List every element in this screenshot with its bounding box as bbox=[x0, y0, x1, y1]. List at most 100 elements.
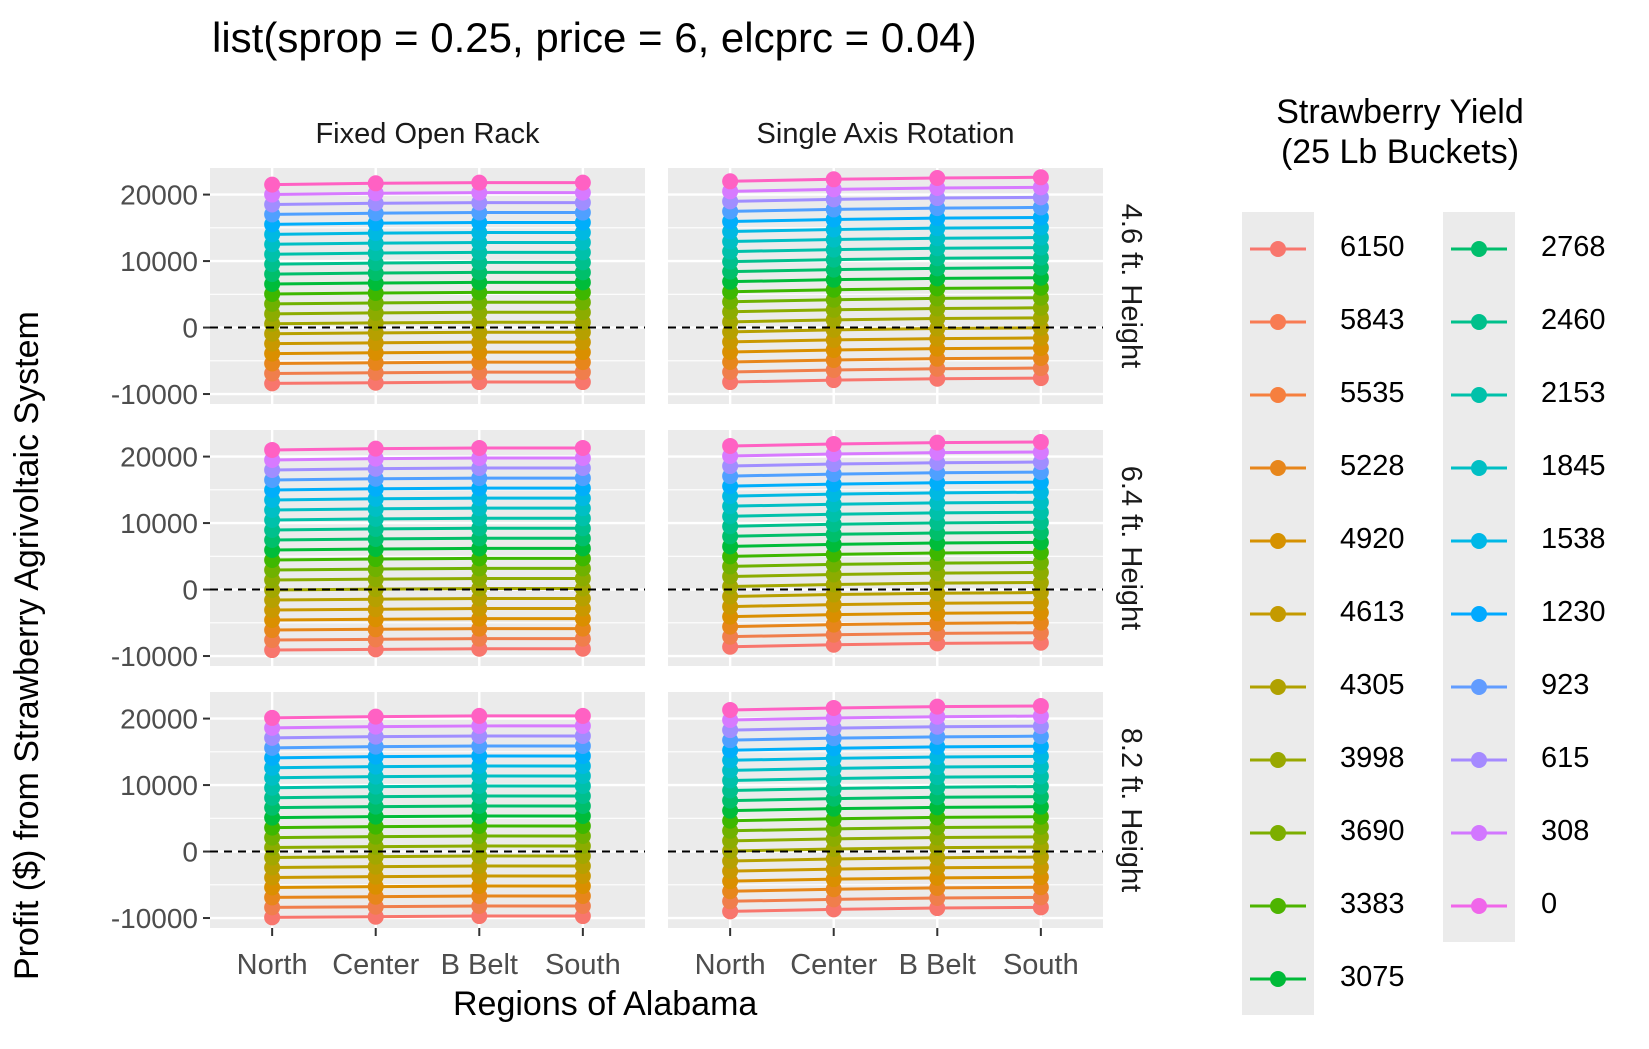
series-line bbox=[272, 506, 583, 512]
series-line bbox=[730, 316, 1041, 324]
series-line bbox=[730, 470, 1041, 478]
legend-key bbox=[1250, 386, 1306, 403]
legend-label: 3075 bbox=[1340, 960, 1405, 993]
data-point bbox=[929, 698, 946, 715]
data-point bbox=[825, 699, 842, 716]
series-line bbox=[730, 346, 1041, 354]
series-line bbox=[272, 476, 583, 482]
data-point bbox=[929, 169, 946, 186]
facet-row-label: 8.2 ft. Height bbox=[1115, 728, 1147, 892]
data-point bbox=[574, 707, 591, 724]
legend-key bbox=[1451, 751, 1507, 768]
series-line bbox=[730, 885, 1041, 893]
series-line bbox=[272, 617, 583, 622]
series-line bbox=[272, 734, 583, 740]
series-line bbox=[272, 516, 583, 522]
series-line bbox=[730, 215, 1041, 223]
series-line bbox=[272, 844, 583, 850]
legend-item: 5843 bbox=[1242, 292, 1432, 352]
legend-key bbox=[1451, 824, 1507, 841]
series-line bbox=[730, 376, 1041, 384]
legend-key bbox=[1451, 897, 1507, 914]
series-line bbox=[272, 834, 583, 840]
data-point bbox=[264, 441, 281, 458]
series-line bbox=[730, 326, 1041, 334]
series-line bbox=[272, 784, 583, 790]
series-line bbox=[272, 627, 583, 632]
legend-item: 3383 bbox=[1242, 876, 1432, 936]
legend-label: 1845 bbox=[1541, 449, 1606, 482]
series-line bbox=[730, 266, 1041, 274]
series-line bbox=[272, 566, 583, 572]
series-line bbox=[272, 300, 583, 306]
data-point bbox=[1032, 169, 1049, 186]
legend-item: 3998 bbox=[1242, 730, 1432, 790]
series-line bbox=[730, 704, 1041, 712]
data-point bbox=[367, 175, 384, 192]
series-line bbox=[730, 440, 1041, 448]
legend-item: 5228 bbox=[1242, 438, 1432, 498]
series-line bbox=[272, 250, 583, 256]
series-line bbox=[730, 520, 1041, 528]
x-axis-label: Regions of Alabama bbox=[453, 985, 758, 1023]
series-line bbox=[730, 835, 1041, 843]
series-line bbox=[730, 540, 1041, 548]
series-line bbox=[272, 260, 583, 266]
chart-title: list(sprop = 0.25, price = 6, elcprc = 0… bbox=[212, 14, 977, 61]
series-line bbox=[730, 276, 1041, 284]
x-tick-label: North bbox=[237, 949, 308, 981]
series-line bbox=[730, 875, 1041, 883]
series-line bbox=[730, 550, 1041, 558]
series-line bbox=[272, 486, 583, 492]
series-line bbox=[730, 601, 1041, 609]
data-point bbox=[264, 709, 281, 726]
y-tick-label: 20000 bbox=[120, 180, 198, 211]
legend-item: 1230 bbox=[1443, 584, 1633, 644]
series-line bbox=[272, 764, 583, 770]
series-line bbox=[272, 647, 583, 652]
x-tick-label: North bbox=[695, 949, 766, 981]
legend-item: 2768 bbox=[1443, 219, 1633, 279]
legend-item: 2460 bbox=[1443, 292, 1633, 352]
series-line bbox=[730, 795, 1041, 803]
series-line bbox=[272, 546, 583, 552]
legend-key bbox=[1250, 240, 1306, 257]
y-tick-label: 0 bbox=[182, 575, 198, 606]
series-line bbox=[730, 296, 1041, 304]
data-point bbox=[722, 437, 739, 454]
series-line bbox=[272, 804, 583, 810]
data-point bbox=[929, 434, 946, 451]
series-line bbox=[730, 205, 1041, 213]
series-line bbox=[730, 195, 1041, 203]
x-tick-label: B Belt bbox=[441, 949, 518, 981]
series-line bbox=[272, 456, 583, 462]
legend-label: 3690 bbox=[1340, 814, 1405, 847]
series-line bbox=[272, 280, 583, 286]
series-line bbox=[272, 724, 583, 730]
series-line bbox=[730, 480, 1041, 488]
legend-item: 0 bbox=[1443, 876, 1633, 936]
series-line bbox=[730, 895, 1041, 903]
series-line bbox=[272, 270, 583, 276]
legend-key bbox=[1250, 459, 1306, 476]
series-line bbox=[272, 714, 583, 720]
legend-item: 6150 bbox=[1242, 219, 1432, 279]
series-line bbox=[272, 774, 583, 780]
legend-key bbox=[1250, 970, 1306, 987]
series-line bbox=[730, 246, 1041, 254]
x-tick-label: Center bbox=[332, 949, 419, 981]
data-point bbox=[471, 439, 488, 456]
series-line bbox=[730, 175, 1041, 183]
legend-key bbox=[1250, 532, 1306, 549]
legend-label: 1538 bbox=[1541, 522, 1606, 555]
series-line bbox=[730, 236, 1041, 244]
legend-item: 3075 bbox=[1242, 949, 1432, 1009]
y-tick-label: 0 bbox=[182, 313, 198, 344]
facet-column-label: Single Axis Rotation bbox=[757, 118, 1015, 150]
series-line bbox=[730, 744, 1041, 752]
series-line bbox=[272, 240, 583, 246]
series-line bbox=[730, 450, 1041, 458]
series-line bbox=[272, 181, 583, 187]
data-point bbox=[367, 440, 384, 457]
series-line bbox=[730, 286, 1041, 294]
